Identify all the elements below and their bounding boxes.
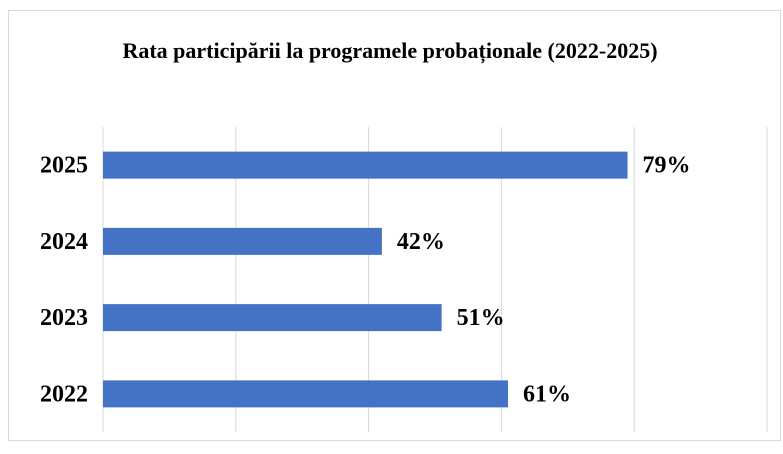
y-tick-label: 2023 [40, 305, 88, 331]
y-tick-label: 2024 [40, 229, 88, 255]
bar [103, 380, 509, 408]
chart-title: Rata participării la programele probațio… [122, 38, 658, 63]
data-label: 42% [397, 229, 445, 255]
chart-border [8, 10, 781, 441]
y-tick-label: 2022 [40, 381, 88, 407]
bar [103, 151, 628, 179]
data-label: 79% [643, 153, 691, 179]
bar [103, 227, 382, 255]
data-label: 61% [523, 381, 571, 407]
y-tick-label: 2025 [40, 153, 88, 179]
data-label: 51% [457, 305, 505, 331]
bar [103, 304, 442, 332]
